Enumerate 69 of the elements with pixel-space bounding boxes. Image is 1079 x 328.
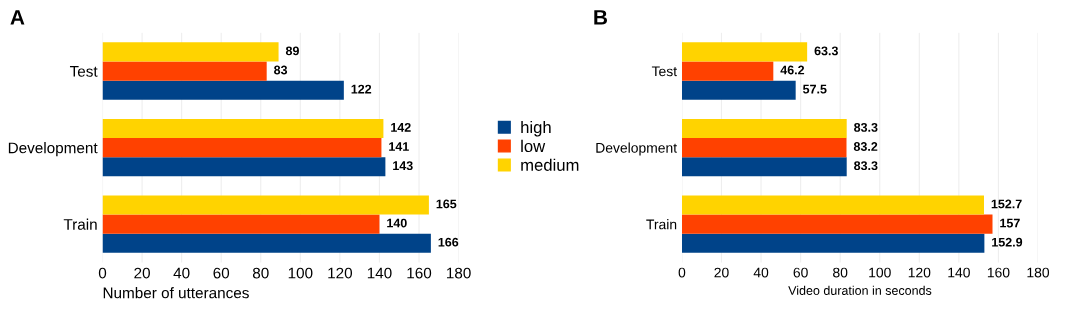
data-label: 89 xyxy=(285,46,299,56)
x-tick-label: 100 xyxy=(288,267,313,279)
x-tick-label: 20 xyxy=(134,267,150,279)
x-tick-label: 20 xyxy=(714,267,729,278)
y-tick-label: Test xyxy=(69,66,98,77)
x-tick-label: 140 xyxy=(948,267,970,278)
bar xyxy=(102,195,429,215)
bar xyxy=(681,42,808,62)
data-label: 143 xyxy=(393,161,413,171)
data-label: 166 xyxy=(438,237,459,247)
data-label: 46.2 xyxy=(780,65,805,75)
y-tick-label: Development xyxy=(8,142,98,157)
bar xyxy=(681,157,847,177)
data-label: 83.3 xyxy=(854,122,878,132)
bar xyxy=(102,42,279,62)
data-label: 165 xyxy=(436,199,457,209)
data-label: 152.9 xyxy=(992,237,1023,247)
y-tick-label: Test xyxy=(651,66,677,77)
bar xyxy=(102,233,431,253)
y-tick-label: Train xyxy=(646,219,677,230)
x-tick-label: 60 xyxy=(213,267,230,279)
data-label: 140 xyxy=(387,218,407,228)
x-tick-label: 0 xyxy=(678,267,686,278)
y-tick-label: Train xyxy=(63,218,97,230)
data-label: 142 xyxy=(391,122,411,132)
legend-label: high xyxy=(521,120,551,137)
bar xyxy=(102,118,384,139)
x-tick-label: 160 xyxy=(407,267,432,279)
bar xyxy=(681,233,985,253)
x-tick-label: 40 xyxy=(173,267,190,279)
bar xyxy=(102,61,267,81)
x-tick-label: 80 xyxy=(833,267,848,278)
data-label: 157 xyxy=(1000,218,1020,228)
x-tick-label: 160 xyxy=(987,267,1010,278)
x-tick-label: 180 xyxy=(447,267,471,279)
chart-title: B xyxy=(594,10,608,25)
x-tick-label: 120 xyxy=(328,267,353,279)
bar xyxy=(102,138,382,158)
x-tick-label: 60 xyxy=(793,267,808,278)
bar xyxy=(681,61,774,81)
x-tick-label: 140 xyxy=(367,267,392,279)
data-label: 152.7 xyxy=(991,199,1022,209)
bar xyxy=(102,214,380,234)
bar xyxy=(681,80,796,100)
x-tick-label: 80 xyxy=(252,267,269,279)
bar xyxy=(681,195,984,215)
bar xyxy=(681,138,847,158)
data-label: 122 xyxy=(351,84,372,94)
data-label: 57.5 xyxy=(803,84,827,94)
bar xyxy=(102,80,344,100)
x-tick-label: 40 xyxy=(753,267,769,278)
data-label: 83 xyxy=(274,65,288,75)
legend-label: medium xyxy=(521,158,579,171)
data-label: 83.3 xyxy=(854,161,878,171)
x-tick-label: 120 xyxy=(908,267,931,278)
x-axis-title: Number of utterances xyxy=(103,287,249,299)
y-tick-label: Development xyxy=(596,142,677,156)
chart-title: A xyxy=(10,10,25,25)
data-label: 63.3 xyxy=(814,46,838,56)
bar xyxy=(102,157,386,177)
x-tick-label: 0 xyxy=(98,267,107,279)
bar xyxy=(681,214,993,234)
x-tick-label: 180 xyxy=(1027,267,1050,278)
bar xyxy=(681,118,847,139)
data-label: 83.2 xyxy=(853,142,878,151)
x-tick-label: 100 xyxy=(869,267,891,278)
x-axis-title: Video duration in seconds xyxy=(788,285,932,295)
data-label: 141 xyxy=(389,142,409,151)
legend-label: low xyxy=(521,139,546,153)
